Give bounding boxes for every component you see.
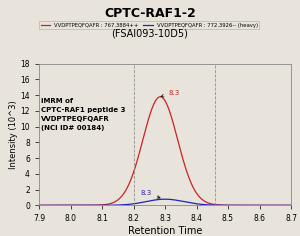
Legend: VVDPTPEQFQAFR : 767.3884++, VVDPTPEQFQAFR : 772.3926-- (heavy): VVDPTPEQFQAFR : 767.3884++, VVDPTPEQFQAF… [39, 21, 260, 29]
Text: 8.3: 8.3 [161, 90, 179, 97]
Text: (FSAI093-10D5): (FSAI093-10D5) [112, 28, 188, 38]
Text: 8.3: 8.3 [140, 190, 160, 198]
X-axis label: Retention Time: Retention Time [128, 226, 202, 236]
Text: iMRM of
CPTC-RAF1 peptide 3
VVDPTPEQFQAFR
(NCI ID# 00184): iMRM of CPTC-RAF1 peptide 3 VVDPTPEQFQAF… [40, 98, 125, 131]
Y-axis label: Intensity (10^3): Intensity (10^3) [9, 100, 18, 169]
Text: CPTC-RAF1-2: CPTC-RAF1-2 [104, 7, 196, 20]
